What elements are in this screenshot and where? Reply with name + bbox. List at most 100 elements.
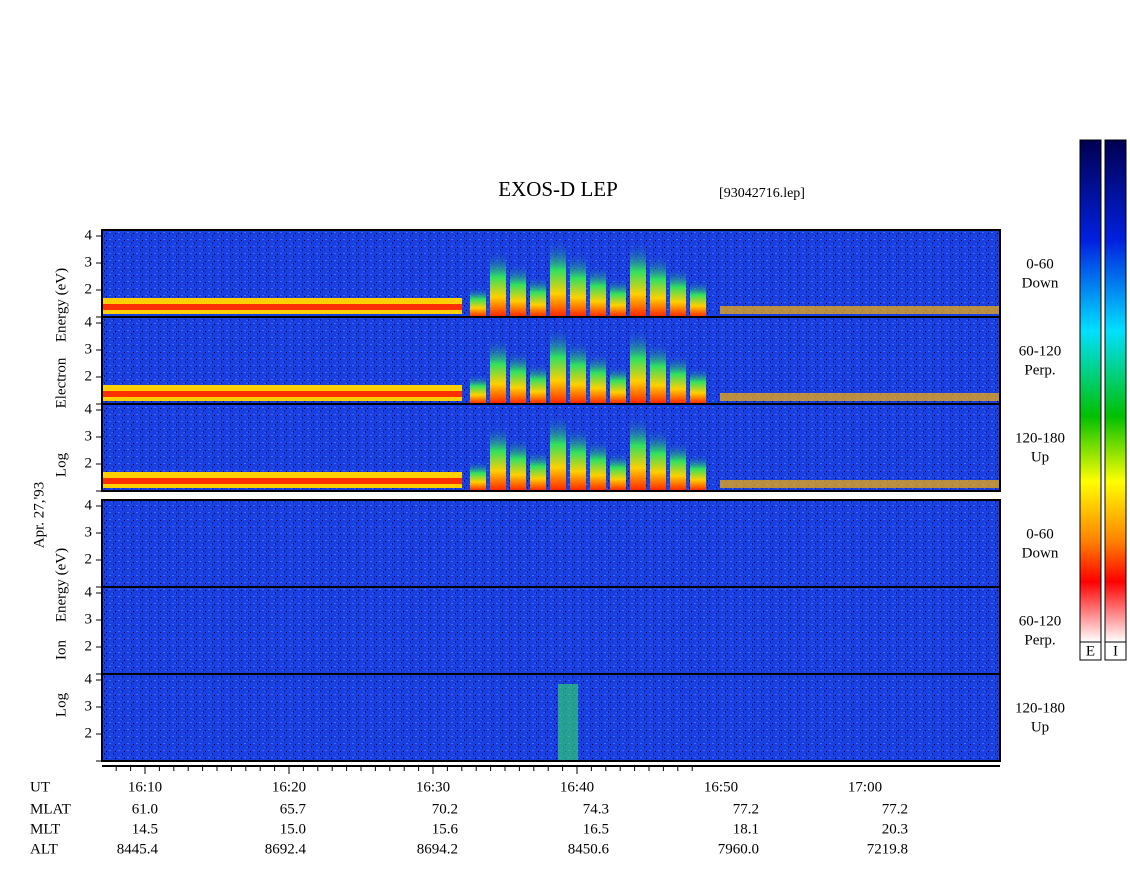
burst	[530, 450, 546, 491]
y-tick-label: 2	[85, 551, 93, 567]
panel-angle: 120-180	[1015, 430, 1065, 446]
panel-direction: Perp.	[1024, 632, 1055, 648]
burst	[690, 367, 706, 404]
row-value: 8694.2	[417, 841, 458, 857]
y-tick-label: 2	[85, 455, 93, 471]
axis-label: Electron	[53, 357, 69, 408]
burst	[530, 363, 546, 404]
y-tick-label: 2	[85, 281, 93, 297]
colorbar	[1104, 139, 1127, 643]
y-tick-label: 3	[85, 698, 93, 714]
panel-angle: 0-60	[1026, 526, 1054, 542]
y-tick-label: 3	[85, 254, 93, 270]
burst	[570, 426, 586, 491]
row-value: 8692.4	[265, 841, 307, 857]
tail-band	[720, 480, 1000, 488]
row-value: 7960.0	[718, 841, 759, 857]
colorbar-box	[1104, 641, 1127, 661]
y-tick-label: 3	[85, 524, 93, 540]
burst	[690, 454, 706, 491]
burst	[610, 452, 626, 491]
burst	[510, 437, 526, 491]
panel-angle: 60-120	[1019, 343, 1062, 359]
colorbar-label: I	[1113, 643, 1118, 659]
burst	[630, 415, 646, 491]
row-value: 16:10	[128, 779, 162, 795]
row-value: 20.3	[882, 821, 908, 837]
low-energy-band-core	[102, 304, 462, 310]
tail-band	[720, 393, 1000, 401]
row-name: UT	[30, 779, 50, 795]
axis-label: Energy (eV)	[53, 268, 69, 342]
panel-frame	[101, 673, 1001, 762]
title: EXOS-D LEP	[498, 177, 618, 201]
burst	[670, 267, 686, 317]
row-value: 16:40	[560, 779, 594, 795]
row-value: 17:00	[848, 779, 882, 795]
row-value: 7219.8	[867, 841, 908, 857]
y-tick-label: 2	[85, 725, 93, 741]
panel-frame	[101, 403, 1001, 492]
axis-label: Log	[53, 452, 69, 477]
row-value: 16:20	[272, 779, 306, 795]
row-name: ALT	[30, 841, 58, 857]
y-tick-label: 4	[85, 314, 93, 330]
spectrogram	[102, 587, 1000, 674]
ion-burst	[558, 684, 578, 761]
burst	[490, 424, 506, 491]
y-tick-label: 4	[85, 584, 93, 600]
axis-label: Energy (eV)	[53, 548, 69, 622]
burst	[670, 441, 686, 491]
row-value: 8445.4	[117, 841, 159, 857]
panel-direction: Up	[1031, 449, 1049, 465]
burst	[550, 239, 566, 317]
row-value: 18.1	[733, 821, 759, 837]
burst	[470, 287, 486, 317]
spectrogram	[102, 500, 1000, 587]
burst	[510, 350, 526, 404]
panel-angle: 60-120	[1019, 613, 1062, 629]
row-value: 74.3	[583, 801, 609, 817]
y-tick-label: 2	[85, 638, 93, 654]
row-name: MLT	[30, 821, 60, 837]
file-name: [93042716.lep]	[719, 186, 805, 201]
panel-direction: Perp.	[1024, 362, 1055, 378]
burst	[670, 354, 686, 404]
row-value: 14.5	[132, 821, 158, 837]
burst	[490, 250, 506, 317]
burst	[510, 263, 526, 317]
y-tick-label: 2	[85, 368, 93, 384]
burst	[570, 252, 586, 317]
y-tick-label: 3	[85, 611, 93, 627]
burst	[550, 326, 566, 404]
burst	[650, 254, 666, 317]
y-tick-label: 4	[85, 671, 93, 687]
row-value: 8450.6	[568, 841, 610, 857]
burst	[650, 428, 666, 491]
low-energy-band-core	[102, 478, 462, 484]
burst	[590, 265, 606, 317]
burst	[530, 276, 546, 317]
colorbar-box	[1079, 641, 1102, 661]
panel-direction: Up	[1031, 719, 1049, 735]
axis-label: Log	[53, 692, 69, 717]
tail-band	[720, 306, 1000, 314]
row-value: 70.2	[432, 801, 458, 817]
panel-angle: 0-60	[1026, 256, 1054, 272]
burst	[590, 352, 606, 404]
panel-angle: 120-180	[1015, 700, 1065, 716]
row-value: 16:50	[704, 779, 738, 795]
row-value: 61.0	[132, 801, 158, 817]
date: Apr. 27,'93	[31, 482, 47, 548]
colorbar-label: E	[1086, 643, 1095, 659]
row-value: 65.7	[280, 801, 307, 817]
row-value: 16:30	[416, 779, 450, 795]
burst	[610, 365, 626, 404]
burst	[490, 337, 506, 404]
colorbar	[1079, 139, 1102, 643]
burst	[610, 278, 626, 317]
spectrogram	[102, 674, 1000, 761]
burst	[630, 241, 646, 317]
panel-direction: Down	[1022, 545, 1059, 561]
